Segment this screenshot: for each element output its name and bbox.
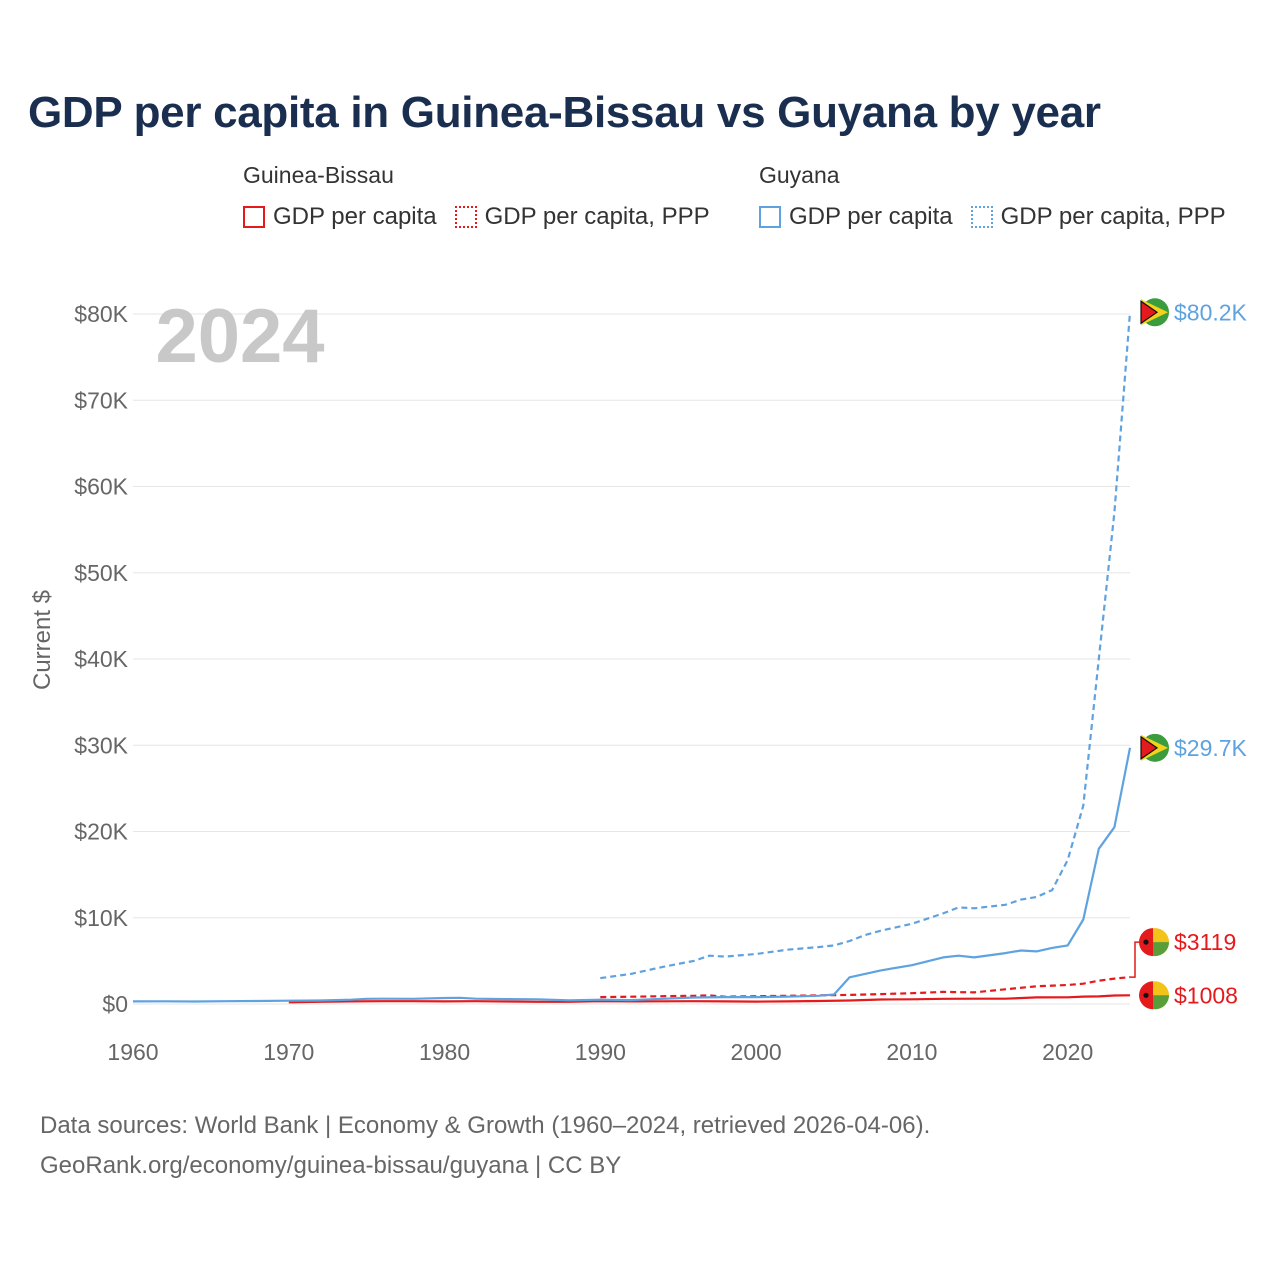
- series-line-guinea-bissau-ppp[interactable]: [600, 976, 1131, 999]
- y-tick-label: $0: [102, 991, 128, 1017]
- legend-group-guyana: Guyana GDP per capita GDP per capita, PP…: [759, 162, 1226, 231]
- y-tick-label: $60K: [74, 474, 128, 500]
- legend-item-gy-gdp-ppp[interactable]: GDP per capita, PPP: [970, 203, 1226, 231]
- y-tick-label: $50K: [74, 560, 128, 586]
- x-tick-label: 1990: [575, 1039, 626, 1065]
- year-watermark: 2024: [155, 294, 324, 379]
- series-line-guyana[interactable]: [132, 747, 1132, 1003]
- end-labels: $1008 $3119 $29.7K $80.2K: [1130, 298, 1248, 1010]
- grid-lines: [133, 313, 1130, 1005]
- legend-item-gb-gdp-ppp[interactable]: GDP per capita, PPP: [454, 203, 710, 231]
- legend-swatch-dotted-icon: [970, 206, 993, 228]
- y-tick-label: $10K: [74, 905, 128, 931]
- end-value-label: $29.7K: [1174, 735, 1248, 761]
- legend-item-gy-gdp[interactable]: GDP per capita: [759, 203, 953, 231]
- label-connector: [1130, 941, 1140, 978]
- legend-label: GDP per capita: [789, 203, 953, 230]
- y-axis: $0 $10K $20K $30K $40K $50K $60K $70K $80K: [74, 301, 128, 1017]
- legend-group-guinea-bissau: Guinea-Bissau GDP per capita GDP per cap…: [243, 162, 710, 231]
- series-line-guinea-bissau[interactable]: [288, 994, 1131, 1004]
- end-value-label: $1008: [1174, 982, 1238, 1008]
- y-tick-label: $20K: [74, 819, 128, 845]
- y-tick-label: $70K: [74, 387, 128, 413]
- legend-group-name: Guinea-Bissau: [243, 162, 394, 188]
- x-axis: 1960 1970 1980 1990 2000 2010 2020: [107, 1039, 1093, 1065]
- guinea-bissau-flag-icon: [1139, 981, 1169, 1010]
- legend-swatch-dotted-icon: [454, 206, 477, 228]
- series-lines: [132, 312, 1132, 1004]
- flag-star: [1143, 992, 1149, 998]
- y-tick-label: $40K: [74, 646, 128, 672]
- y-tick-label: $30K: [74, 732, 128, 758]
- footer-sources: Data sources: World Bank | Economy & Gro…: [40, 1112, 931, 1139]
- guyana-flag-icon: [1140, 733, 1169, 762]
- end-value-label: $80.2K: [1174, 299, 1248, 325]
- x-tick-label: 2000: [731, 1039, 782, 1065]
- y-axis-label: Current $: [29, 590, 56, 690]
- x-tick-label: 1970: [263, 1039, 314, 1065]
- x-tick-label: 1960: [107, 1039, 158, 1065]
- legend-item-gb-gdp[interactable]: GDP per capita: [243, 203, 437, 231]
- x-tick-label: 1980: [419, 1039, 470, 1065]
- chart-title: GDP per capita in Guinea-Bissau vs Guyan…: [28, 88, 1101, 137]
- footer-link[interactable]: GeoRank.org/economy/guinea-bissau/guyana…: [40, 1152, 622, 1179]
- legend-label: GDP per capita: [273, 203, 437, 230]
- guinea-bissau-flag-icon: [1139, 928, 1169, 957]
- series-line-guyana-ppp[interactable]: [600, 312, 1132, 980]
- flag-star: [1143, 939, 1149, 945]
- guyana-flag-icon: [1140, 298, 1169, 327]
- x-tick-label: 2020: [1042, 1039, 1093, 1065]
- y-tick-label: $80K: [74, 301, 128, 327]
- legend-label: GDP per capita, PPP: [1000, 203, 1226, 230]
- flag-arrow-red: [1140, 300, 1159, 325]
- end-value-label: $3119: [1174, 929, 1236, 955]
- flag-arrow-red: [1140, 735, 1159, 760]
- legend-swatch-solid-icon: [759, 206, 781, 228]
- x-tick-label: 2010: [886, 1039, 937, 1065]
- legend-group-name: Guyana: [759, 162, 840, 188]
- footer: Data sources: World Bank | Economy & Gro…: [40, 1106, 930, 1186]
- legend-swatch-solid-icon: [243, 206, 265, 228]
- legend-label: GDP per capita, PPP: [484, 203, 710, 230]
